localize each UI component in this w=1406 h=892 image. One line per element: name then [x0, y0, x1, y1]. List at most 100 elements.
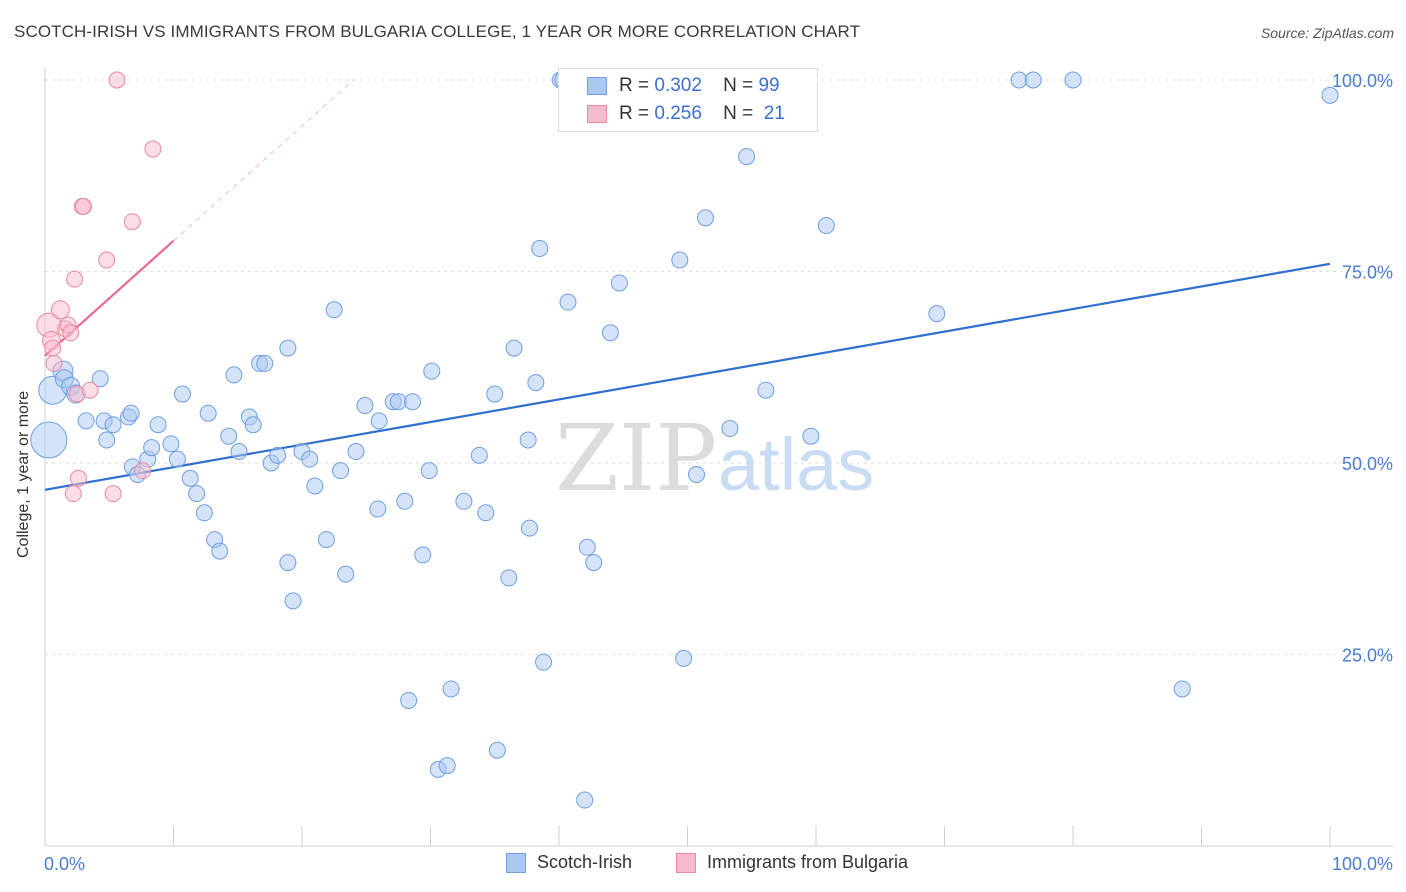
- data-point-bulgaria: [64, 485, 82, 503]
- data-point-scotch-irish: [438, 757, 456, 775]
- y-tick-label: 50.0%: [1342, 454, 1393, 474]
- data-point-scotch-irish: [220, 427, 238, 445]
- data-point-scotch-irish: [531, 240, 549, 258]
- data-point-scotch-irish: [225, 366, 243, 384]
- legend-n-label: N =: [723, 103, 754, 124]
- data-point-scotch-irish: [104, 416, 122, 434]
- x-tick-label: 100.0%: [1332, 854, 1393, 874]
- data-point-scotch-irish: [585, 554, 603, 572]
- data-point-scotch-irish: [802, 427, 820, 445]
- data-point-scotch-irish: [757, 381, 775, 399]
- data-point-scotch-irish: [347, 443, 365, 461]
- data-point-scotch-irish: [601, 324, 619, 342]
- data-point-scotch-irish: [256, 354, 274, 372]
- data-point-scotch-irish: [389, 393, 407, 411]
- data-point-scotch-irish: [162, 435, 180, 453]
- data-point-scotch-irish: [279, 554, 297, 572]
- legend-r-value: 0.256: [654, 103, 702, 124]
- legend-swatch-scotch-irish: [587, 77, 607, 95]
- data-point-scotch-irish: [578, 538, 596, 556]
- bottom-legend-scotch-irish: Scotch-Irish: [537, 852, 633, 872]
- data-point-scotch-irish: [1010, 71, 1028, 89]
- data-point-scotch-irish: [143, 439, 161, 457]
- bottom-legend-swatch-scotch-irish: [506, 853, 526, 873]
- data-point-bulgaria: [75, 197, 93, 215]
- data-point-scotch-irish: [470, 446, 488, 464]
- data-point-scotch-irish: [188, 485, 206, 503]
- data-point-scotch-irish: [149, 416, 167, 434]
- legend-n-value: 99: [758, 75, 780, 96]
- y-tick-label: 100.0%: [1332, 71, 1393, 91]
- data-point-scotch-irish: [535, 653, 553, 671]
- y-tick-label: 25.0%: [1342, 646, 1393, 666]
- data-point-scotch-irish: [519, 431, 537, 449]
- trend-line-scotch-irish: [44, 262, 1331, 491]
- data-point-scotch-irish: [370, 412, 388, 430]
- y-tick-label: 75.0%: [1342, 263, 1393, 283]
- data-point-scotch-irish: [442, 680, 460, 698]
- data-point-scotch-irish: [211, 542, 229, 560]
- watermark-atlas: atlas: [718, 423, 874, 506]
- data-point-scotch-irish: [30, 421, 68, 459]
- data-point-scotch-irish: [122, 404, 140, 422]
- legend-r-label: R =: [619, 103, 650, 124]
- data-point-scotch-irish: [284, 592, 302, 610]
- data-point-scotch-irish: [559, 293, 577, 311]
- data-point-scotch-irish: [332, 462, 350, 480]
- data-point-scotch-irish: [230, 443, 248, 461]
- data-point-scotch-irish: [404, 393, 422, 411]
- data-point-scotch-irish: [505, 339, 523, 357]
- data-point-scotch-irish: [520, 519, 538, 537]
- tick-labels: 25.0% 50.0% 75.0% 100.0% 0.0% 100.0%: [44, 71, 1393, 874]
- data-point-scotch-irish: [687, 465, 705, 483]
- data-point-bulgaria: [104, 485, 122, 503]
- legend-n-label: N =: [723, 75, 754, 96]
- data-point-bulgaria: [62, 324, 80, 342]
- data-point-scotch-irish: [1024, 71, 1042, 89]
- data-point-scotch-irish: [279, 339, 297, 357]
- data-point-bulgaria: [98, 251, 116, 269]
- data-point-bulgaria: [123, 213, 141, 231]
- data-point-bulgaria: [50, 300, 70, 320]
- data-point-scotch-irish: [400, 691, 418, 709]
- data-point-scotch-irish: [420, 462, 438, 480]
- data-point-bulgaria: [81, 381, 99, 399]
- data-point-scotch-irish: [173, 385, 191, 403]
- grid-lines: [45, 79, 1393, 655]
- data-point-scotch-irish: [576, 791, 594, 809]
- bottom-legend-swatch-bulgaria: [676, 853, 696, 873]
- data-point-scotch-irish: [356, 397, 374, 415]
- data-point-scotch-irish: [817, 217, 835, 235]
- data-point-scotch-irish: [477, 504, 495, 522]
- data-point-scotch-irish: [414, 546, 432, 564]
- data-point-scotch-irish: [77, 412, 95, 430]
- data-point-scotch-irish: [488, 741, 506, 759]
- data-point-scotch-irish: [168, 450, 186, 468]
- data-point-scotch-irish: [671, 251, 689, 269]
- data-points: [30, 71, 1339, 809]
- data-point-scotch-irish: [527, 374, 545, 392]
- data-point-scotch-irish: [1064, 71, 1082, 89]
- data-point-bulgaria: [108, 71, 126, 89]
- data-point-scotch-irish: [317, 531, 335, 549]
- data-point-scotch-irish: [269, 446, 287, 464]
- legend: R = 0.302 N = 99 R = 0.256 N = 21: [558, 68, 818, 132]
- data-point-bulgaria: [66, 270, 84, 288]
- data-point-scotch-irish: [199, 404, 217, 422]
- data-point-bulgaria: [69, 469, 87, 487]
- data-point-scotch-irish: [500, 569, 518, 587]
- data-point-scotch-irish: [738, 148, 756, 166]
- data-point-scotch-irish: [1321, 86, 1339, 104]
- data-point-scotch-irish: [1173, 680, 1191, 698]
- data-point-scotch-irish: [928, 305, 946, 323]
- chart-title: SCOTCH-IRISH VS IMMIGRANTS FROM BULGARIA…: [14, 22, 861, 41]
- data-point-scotch-irish: [181, 469, 199, 487]
- data-point-scotch-irish: [301, 450, 319, 468]
- data-point-scotch-irish: [610, 274, 628, 292]
- data-point-scotch-irish: [337, 565, 355, 583]
- legend-r-value: 0.302: [654, 75, 702, 96]
- source-label: Source: ZipAtlas.com: [1260, 25, 1394, 41]
- data-point-scotch-irish: [396, 492, 414, 510]
- data-point-scotch-irish: [721, 420, 739, 438]
